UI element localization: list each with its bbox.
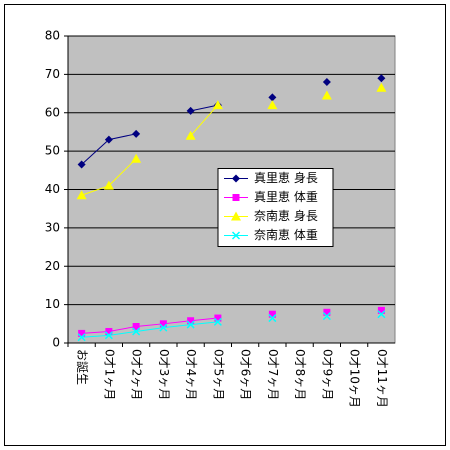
legend-label: 真里恵 体重 xyxy=(254,190,318,204)
marker xyxy=(212,100,223,110)
x-tick-label: 0才9ヶ月 xyxy=(320,349,334,400)
marker xyxy=(268,314,277,323)
marker xyxy=(132,327,141,336)
marker xyxy=(323,308,331,316)
marker xyxy=(159,320,167,328)
marker xyxy=(213,317,222,326)
marker xyxy=(232,194,240,201)
marker xyxy=(267,100,278,110)
y-tick-label: 0 xyxy=(52,336,60,350)
marker xyxy=(103,180,114,190)
marker xyxy=(132,129,141,138)
marker xyxy=(77,333,86,342)
x-tick-label: 0才2ヶ月 xyxy=(130,349,144,400)
marker xyxy=(159,323,168,332)
marker xyxy=(231,231,241,240)
y-tick-label: 60 xyxy=(45,105,60,119)
marker xyxy=(377,74,386,83)
marker xyxy=(186,320,195,329)
x-tick-label: 0才3ヶ月 xyxy=(157,349,171,400)
marker xyxy=(78,329,86,337)
marker xyxy=(186,106,195,115)
y-tick-label: 30 xyxy=(45,220,60,234)
marker xyxy=(105,327,113,335)
marker xyxy=(377,310,386,319)
marker xyxy=(321,90,332,100)
marker xyxy=(268,93,277,102)
x-tick-label: 0才6ヶ月 xyxy=(239,349,253,400)
x-tick-label: 0才8ヶ月 xyxy=(293,349,307,400)
x-tick-label: 0才5ヶ月 xyxy=(211,349,225,400)
x-tick-label: 0才7ヶ月 xyxy=(266,349,280,400)
marker xyxy=(104,331,113,340)
x-tick-label: 0才4ヶ月 xyxy=(184,349,198,400)
x-tick-label: 0才11ヶ月 xyxy=(375,349,389,408)
legend-label: 奈南恵 身長 xyxy=(254,208,318,223)
legend-label: 奈南恵 体重 xyxy=(254,227,318,242)
y-tick-label: 70 xyxy=(45,67,60,81)
y-tick-label: 80 xyxy=(45,29,60,43)
marker xyxy=(214,314,222,322)
y-tick-label: 40 xyxy=(45,182,60,196)
x-tick-label: 0才10ヶ月 xyxy=(348,349,362,408)
marker xyxy=(322,312,331,321)
marker xyxy=(231,211,241,221)
marker xyxy=(377,306,385,314)
legend-label: 真里恵 身長 xyxy=(254,170,318,185)
marker xyxy=(104,135,113,144)
marker xyxy=(187,317,195,325)
x-tick-label: 0才1ヶ月 xyxy=(102,349,116,400)
marker xyxy=(76,190,87,200)
y-tick-label: 50 xyxy=(45,144,60,158)
marker xyxy=(268,310,276,318)
marker xyxy=(132,322,140,330)
marker xyxy=(77,160,86,169)
marker xyxy=(185,130,196,140)
marker xyxy=(232,174,240,183)
x-tick-label: お誕生 xyxy=(75,349,89,385)
marker xyxy=(376,82,387,92)
marker xyxy=(322,78,331,87)
y-tick-label: 20 xyxy=(45,259,60,273)
y-tick-label: 10 xyxy=(45,297,60,311)
marker xyxy=(131,153,142,163)
